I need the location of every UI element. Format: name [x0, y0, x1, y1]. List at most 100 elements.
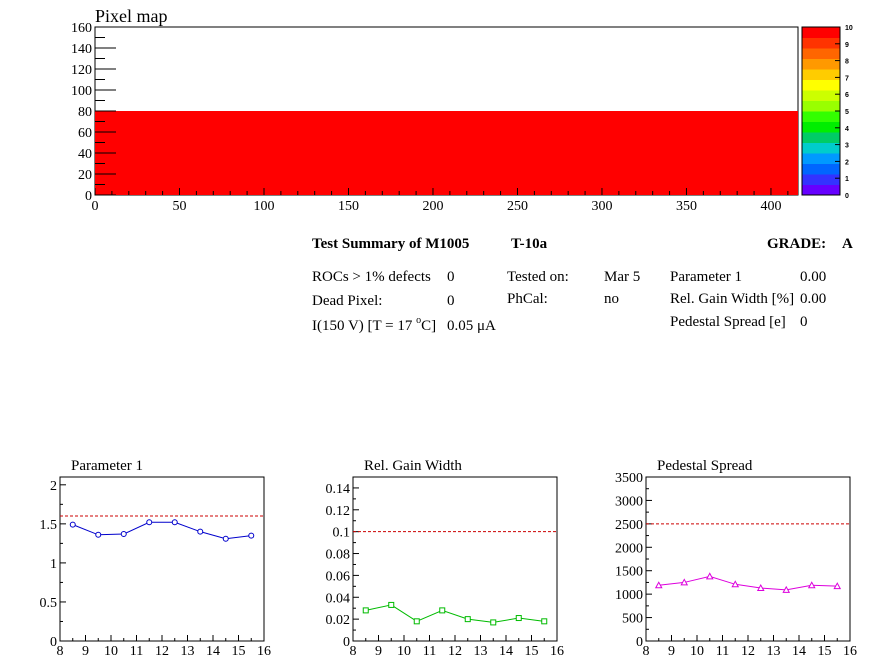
grade-label: GRADE:	[767, 236, 826, 252]
y-tick-label: 2500	[615, 518, 643, 533]
palette-color-band	[802, 121, 840, 133]
palette-color-band	[802, 132, 840, 143]
grade-value: A	[842, 236, 853, 252]
pixel-map-title: Pixel map	[95, 6, 168, 26]
rocs-label: ROCs > 1% defects	[312, 269, 431, 285]
pixel-map-x-tick-label: 400	[760, 199, 781, 214]
x-tick-label: 8	[350, 644, 357, 659]
x-tick-label: 14	[792, 644, 806, 659]
palette-color-band	[802, 37, 840, 49]
trend-plot-title: Rel. Gain Width	[364, 458, 462, 474]
y-tick-label: 0.1	[333, 526, 351, 541]
trend-plot-frame	[352, 476, 558, 642]
x-tick-label: 9	[668, 644, 675, 659]
x-tick-label: 10	[104, 644, 118, 659]
pixel-map-filled-region	[95, 111, 798, 195]
current-value: 0.05 μA	[447, 318, 496, 334]
series-line	[365, 604, 545, 623]
x-tick-label: 11	[716, 644, 729, 659]
palette-tick-label: 0	[845, 193, 849, 200]
x-tick-label: 9	[375, 644, 382, 659]
palette-color-band	[802, 174, 840, 185]
y-tick-label: 0	[50, 635, 57, 650]
y-tick-label: 0.14	[326, 482, 351, 497]
palette-color-band	[802, 100, 840, 112]
palette-tick-label: 7	[845, 75, 849, 82]
y-tick-label: 1.5	[40, 518, 58, 533]
data-point	[705, 572, 714, 580]
x-tick-label: 13	[767, 644, 781, 659]
y-tick-label: 2	[50, 479, 57, 494]
data-point	[248, 532, 255, 539]
trend-plots: Parameter 1 8 9 10 11 12 13 14 15 16 0 0.5 1 1.5 2 Rel.…	[40, 458, 858, 659]
x-tick-label: 12	[155, 644, 169, 659]
pixel-map-y-tick-label: 0	[85, 189, 92, 204]
x-tick-label: 14	[499, 644, 513, 659]
y-tick-label: 1	[50, 557, 57, 572]
test-summary: Test Summary of M1005 T-10a GRADE: A ROC…	[312, 236, 853, 334]
palette-color-band	[802, 27, 840, 38]
pixel-map-y-tick-label: 100	[71, 84, 92, 99]
x-tick-label: 11	[423, 644, 436, 659]
data-point	[680, 578, 689, 586]
x-tick-label: 13	[181, 644, 195, 659]
data-point	[171, 519, 178, 526]
y-tick-label: 3500	[615, 471, 643, 486]
pixel-map-y-tick-label: 60	[78, 126, 92, 141]
phcal-label: PhCal:	[507, 291, 548, 307]
data-point	[756, 584, 765, 592]
x-tick-label: 10	[397, 644, 411, 659]
palette-tick-label: 3	[845, 143, 849, 150]
current-label: I(150 V) [T = 17 oC]	[312, 315, 436, 334]
palette-color-band	[802, 163, 840, 175]
palette-color-band	[802, 111, 840, 122]
data-point	[222, 535, 229, 542]
palette-tick-label: 6	[845, 92, 849, 99]
pixel-map-y-tick-label: 20	[78, 168, 92, 183]
pixel-map-y-tick-label: 80	[78, 105, 92, 120]
palette-color-band	[802, 90, 840, 101]
y-tick-label: 0.06	[326, 569, 351, 584]
pixel-map: Pixel map 0 50 100 150 200 250 300 350 400020406…	[71, 6, 853, 214]
dead-pixel-value: 0	[447, 293, 455, 309]
y-tick-label: 0.12	[326, 504, 351, 519]
pixel-map-x-tick-label: 150	[338, 199, 359, 214]
x-tick-label: 12	[741, 644, 755, 659]
y-tick-label: 500	[622, 612, 643, 627]
data-point	[95, 531, 102, 538]
x-tick-label: 16	[550, 644, 564, 659]
data-point	[541, 618, 548, 625]
pixel-map-x-tick-label: 0	[92, 199, 99, 214]
pixel-map-x-tick-label: 300	[591, 199, 612, 214]
phcal-value: no	[604, 291, 619, 307]
pedestal-value: 0	[800, 314, 808, 330]
palette-tick-label: 8	[845, 59, 849, 66]
trend-plot-3: Pedestal Spread 8 9 10 11 12 13 14 15 16 0 500 1000 1…	[615, 458, 857, 659]
data-point	[146, 519, 153, 526]
trend-plot-frame	[59, 476, 265, 642]
data-point	[490, 619, 497, 626]
x-tick-label: 15	[232, 644, 246, 659]
palette-color-band	[802, 69, 840, 80]
x-tick-label: 15	[818, 644, 832, 659]
pixel-map-x-tick-label: 250	[507, 199, 528, 214]
pedestal-label: Pedestal Spread [e]	[670, 314, 786, 330]
data-point	[197, 528, 204, 535]
summary-test: T-10a	[511, 236, 548, 252]
y-tick-label: 0.5	[40, 596, 58, 611]
data-point	[464, 616, 471, 623]
data-point	[807, 581, 816, 589]
palette-color-band	[802, 79, 840, 91]
y-tick-label: 3000	[615, 494, 643, 509]
x-tick-label: 10	[690, 644, 704, 659]
trend-plot-1: Parameter 1 8 9 10 11 12 13 14 15 16 0 0.5 1 1.5 2	[40, 458, 272, 659]
color-palette: 0 1 2 3 4 5 6 7 8 9 10	[801, 25, 853, 200]
y-tick-label: 0	[636, 635, 643, 650]
palette-tick-label: 1	[845, 176, 849, 183]
series-line	[658, 575, 838, 591]
param1-label: Parameter 1	[670, 269, 742, 285]
data-point	[120, 531, 127, 538]
palette-tick-label: 10	[845, 25, 853, 32]
palette-tick-label: 4	[845, 126, 849, 133]
